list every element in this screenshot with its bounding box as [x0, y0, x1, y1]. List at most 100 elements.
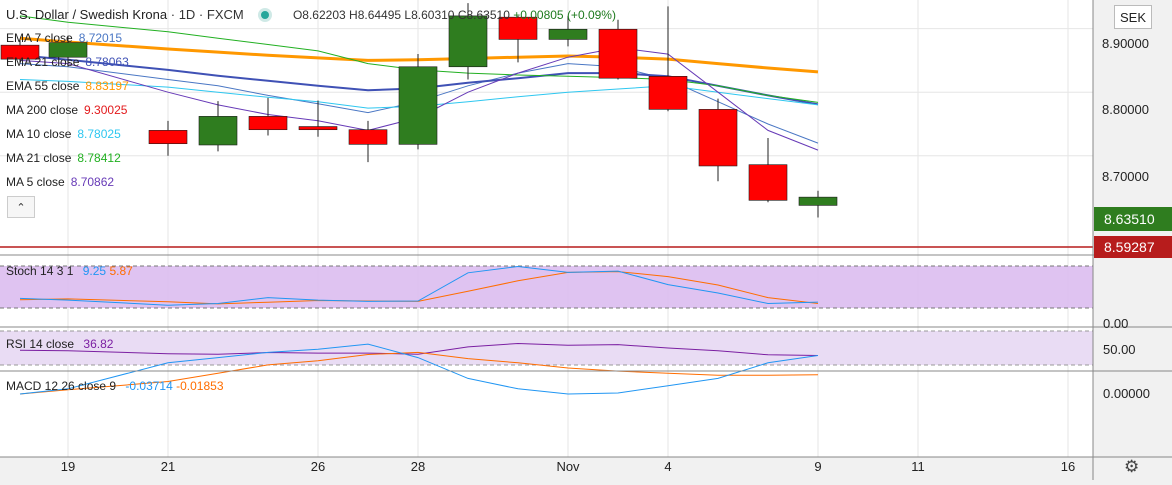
time-axis-label: 11	[911, 459, 925, 474]
candle-body	[748, 164, 788, 201]
macd-lines	[19, 343, 819, 395]
macd-label: MACD 12 26 close 9	[6, 379, 117, 393]
candle-body	[0, 44, 40, 60]
stoch-d-line	[19, 271, 819, 305]
ma-line	[19, 15, 819, 103]
chart-header: U.S. Dollar / Swedish Krona · 1D · FXCM …	[6, 7, 616, 22]
indicator-legend-item[interactable]: EMA 21 close 8.78063	[6, 55, 129, 69]
moving-average-lines	[19, 15, 819, 151]
stoch-legend[interactable]: Stoch 14 3 1 9.25 5.87	[6, 264, 133, 278]
time-axis-label: 28	[411, 459, 425, 474]
rsi-value: 36.82	[83, 337, 114, 351]
chevron-up-icon: ⌃	[16, 201, 26, 214]
stoch-band	[0, 266, 1093, 308]
ma-line	[19, 79, 819, 109]
last-price-label-bg	[1094, 207, 1172, 231]
candle-body	[598, 28, 638, 79]
time-axis-label: 26	[311, 459, 325, 474]
price-tick: 8.90000	[1102, 36, 1149, 51]
rsi-band	[0, 331, 1093, 365]
open-value: O8.62203	[292, 8, 346, 22]
indicator-value: 8.78063	[85, 55, 129, 69]
price-axis: 8.90000 8.80000 8.70000 8.63510 8.59287 …	[1094, 36, 1172, 401]
time-axis: 19 21 26 28 Nov 4 9 11 16	[61, 459, 1075, 474]
ma-line	[19, 63, 819, 144]
candle-body	[698, 109, 738, 167]
stoch-lines	[19, 265, 819, 306]
indicator-label: EMA 7 close	[6, 31, 73, 45]
stoch-axis-label: 0.00	[1103, 316, 1128, 331]
change-value: +0.00805 (+0.09%)	[513, 8, 616, 22]
time-axis-label: 16	[1061, 459, 1075, 474]
candles	[0, 3, 838, 218]
macd-signal-value: -0.01853	[176, 379, 224, 393]
macd-signal-line	[19, 351, 819, 395]
rsi-label: RSI 14 close	[6, 337, 75, 351]
candle-body	[548, 28, 588, 40]
candle-body	[298, 126, 338, 131]
stoch-k-line	[19, 265, 819, 306]
last-price-label: 8.63510	[1104, 211, 1155, 227]
price-tick: 8.70000	[1102, 169, 1149, 184]
candle-body	[398, 66, 438, 145]
indicator-label: MA 200 close	[6, 103, 79, 117]
rsi-lines	[19, 342, 819, 356]
ohlc-values: O8.62203 H8.64495 L8.60310 C8.63510 +0.0…	[293, 8, 616, 22]
indicator-value: 8.83197	[85, 79, 129, 93]
candle-body	[448, 15, 488, 68]
symbol-name[interactable]: U.S. Dollar / Swedish Krona	[6, 7, 168, 22]
indicator-legend-item[interactable]: EMA 7 close 8.72015	[6, 31, 122, 45]
collapse-legend-button[interactable]: ⌃	[7, 196, 35, 218]
time-axis-label: 9	[814, 459, 821, 474]
ma-line	[19, 54, 819, 106]
candle-body	[248, 116, 288, 131]
macd-legend[interactable]: MACD 12 26 close 9 -0.03714 -0.01853	[6, 379, 224, 393]
panel-bands	[0, 265, 1093, 366]
price-tick: 8.80000	[1102, 102, 1149, 117]
close-value: C8.63510	[457, 8, 510, 22]
currency-button[interactable]: SEK	[1114, 5, 1152, 29]
exchange: FXCM	[206, 7, 244, 22]
interval[interactable]: 1D	[178, 7, 196, 22]
indicator-legend-item[interactable]: MA 5 close 8.70862	[6, 175, 114, 189]
time-axis-label: Nov	[556, 459, 580, 474]
candle-body	[648, 76, 688, 110]
low-value: L8.60310	[404, 8, 455, 22]
indicator-value: 8.78412	[77, 151, 121, 165]
marker-price-label: 8.59287	[1104, 239, 1155, 255]
candle-body	[348, 129, 388, 145]
candle-body	[148, 130, 188, 145]
indicator-legend-item[interactable]: MA 21 close 8.78412	[6, 151, 121, 165]
rsi-line	[19, 342, 819, 356]
stoch-k-value: 9.25	[82, 264, 107, 278]
indicator-value: 8.78025	[77, 127, 121, 141]
indicator-legend-item[interactable]: EMA 55 close 8.83197	[6, 79, 129, 93]
rsi-axis-label: 50.00	[1103, 342, 1136, 357]
indicator-label: EMA 21 close	[6, 55, 80, 69]
time-axis-label: 21	[161, 459, 175, 474]
indicator-legend-item[interactable]: MA 10 close 8.78025	[6, 127, 121, 141]
high-value: H8.64495	[349, 8, 402, 22]
indicator-label: MA 5 close	[6, 175, 65, 189]
stoch-label: Stoch 14 3 1	[6, 264, 74, 278]
time-axis-label: 4	[664, 459, 671, 474]
candle-body	[198, 116, 238, 146]
indicator-value: 9.30025	[84, 103, 128, 117]
rsi-legend[interactable]: RSI 14 close 36.82	[6, 337, 113, 351]
candle-body	[798, 196, 838, 206]
indicator-label: MA 21 close	[6, 151, 72, 165]
stoch-d-value: 5.87	[109, 264, 133, 278]
ma-line	[19, 47, 819, 151]
macd-line	[19, 343, 819, 395]
candle-body	[48, 42, 88, 58]
gear-icon[interactable]: ⚙	[1124, 457, 1140, 476]
candle-body	[498, 16, 538, 40]
indicator-label: MA 10 close	[6, 127, 72, 141]
indicator-legend-item[interactable]: MA 200 close 9.30025	[6, 103, 127, 117]
market-status-icon	[261, 11, 270, 20]
marker-price-label-bg	[1094, 236, 1172, 258]
pane-separators	[0, 254, 1172, 458]
time-axis-label: 19	[61, 459, 75, 474]
